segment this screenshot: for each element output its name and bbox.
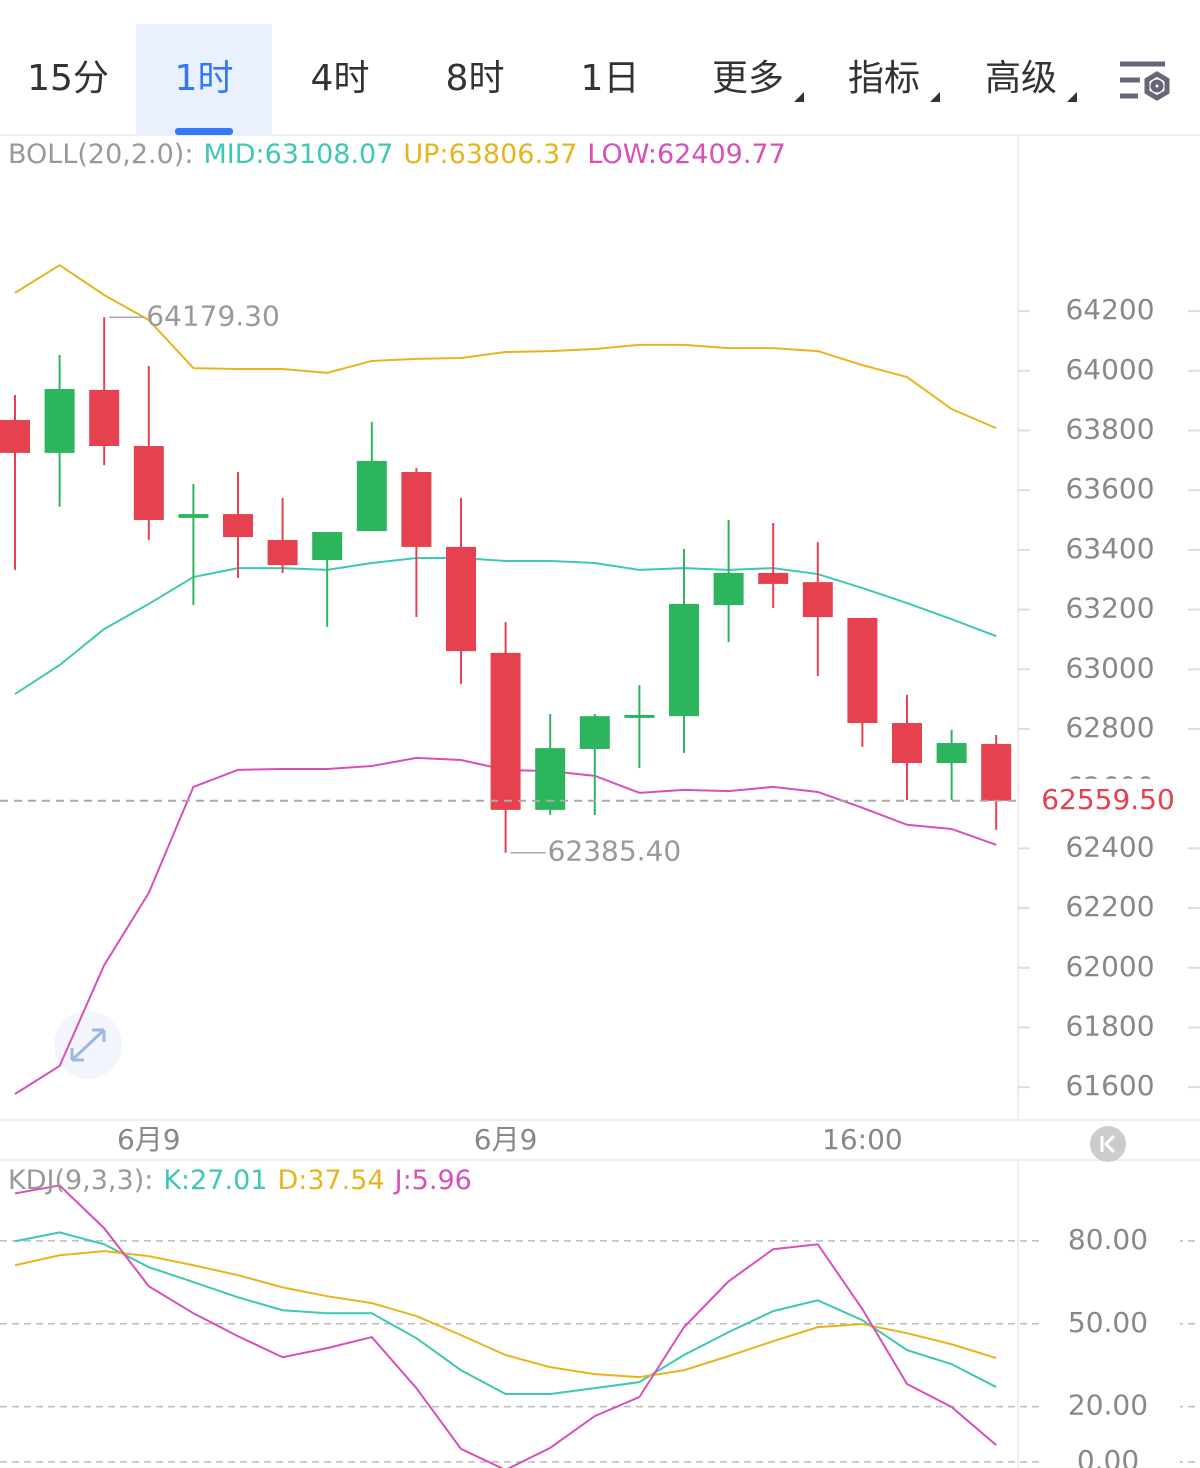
x-tick-label: 6月9 (474, 1123, 538, 1156)
candle-body (267, 540, 298, 566)
y-tick-label: 62800 (1065, 711, 1154, 744)
last-price-label: 62559.50 (1041, 783, 1175, 816)
candle-body (713, 572, 744, 606)
legend-item: KDJ(9,3,3): (8, 1165, 153, 1196)
dropdown-arrow (794, 92, 804, 102)
y-tick-label: 63200 (1065, 592, 1154, 625)
candle-body (401, 471, 432, 547)
candle-body (758, 572, 789, 584)
collapse-icon[interactable] (1090, 1126, 1126, 1162)
max-label: 64179.30 (146, 299, 280, 332)
tab[interactable]: 1日 (581, 58, 640, 99)
y-tick-label: 61600 (1065, 1069, 1154, 1102)
y-tick-label: 62400 (1065, 830, 1154, 863)
candle-body (223, 514, 253, 538)
y-tick-label: 0.00 (1077, 1444, 1139, 1468)
candle-body (802, 582, 833, 618)
tab[interactable]: 高级 (985, 58, 1057, 99)
y-tick-label: 63600 (1065, 472, 1154, 505)
y-tick-label: 62200 (1065, 890, 1154, 923)
x-tick-label: 6月9 (117, 1123, 181, 1156)
tab[interactable]: 8时 (446, 58, 505, 99)
x-tick-label: 16:00 (822, 1123, 903, 1156)
candle-body (44, 389, 75, 453)
y-tick-label: 61800 (1065, 1009, 1154, 1042)
y-tick-label: 63000 (1065, 651, 1154, 684)
tab-highlight (136, 24, 272, 135)
legend-item: BOLL(20,2.0): (8, 139, 193, 170)
plot (0, 263, 1012, 1095)
tab[interactable]: 1时 (175, 58, 234, 99)
indicator-line (14, 556, 997, 695)
expand-icon[interactable] (54, 1011, 122, 1079)
last-price-box (1019, 778, 1200, 823)
candle-body (624, 714, 655, 718)
tick-bg (1040, 1388, 1180, 1425)
legend-item: D:37.54 (277, 1165, 384, 1196)
tick-bg (1040, 1305, 1180, 1342)
candle-body (89, 389, 120, 447)
candle-body (178, 514, 209, 518)
tick-bg (1040, 1443, 1180, 1468)
candle-body (669, 603, 699, 717)
legend-item: J:5.96 (393, 1165, 472, 1196)
y-tick-label: 64200 (1065, 293, 1154, 326)
candle-body (133, 446, 164, 521)
settings-icon[interactable] (1120, 61, 1170, 101)
candle-body (981, 743, 1012, 801)
candle-body (847, 617, 878, 724)
indicator-line (14, 1250, 997, 1379)
tab[interactable]: 15分 (27, 58, 109, 99)
y-tick-label: 63400 (1065, 532, 1154, 565)
candle-body (535, 748, 566, 810)
legend-item: K:27.01 (163, 1165, 267, 1196)
indicator-line (14, 263, 997, 430)
candle-body (490, 652, 521, 810)
y-tick-label: 20.00 (1068, 1389, 1148, 1422)
candle-body (579, 716, 610, 749)
candle-body (892, 723, 922, 764)
indicator-line (14, 1184, 997, 1468)
candle-body (936, 743, 967, 764)
dropdown-arrow (930, 92, 940, 102)
legend-item: MID:63108.07 (203, 139, 393, 170)
candle-body (446, 546, 476, 652)
dropdown-arrow (1067, 92, 1077, 102)
legend-item: UP:63806.37 (403, 139, 577, 170)
plot (14, 1184, 997, 1468)
candle-body (356, 460, 387, 532)
min-label: 62385.40 (548, 835, 682, 868)
tab-underline (175, 128, 233, 135)
y-tick-label: 64000 (1065, 353, 1154, 386)
y-tick-label: 63800 (1065, 413, 1154, 446)
indicator-line (14, 1231, 997, 1395)
candle-body (0, 420, 30, 453)
legend-item: LOW:62409.77 (587, 139, 785, 170)
candle-body (312, 531, 343, 561)
legend: KDJ(9,3,3): K:27.01 D:37.54 J:5.96 (8, 1165, 472, 1196)
tab[interactable]: 4时 (311, 58, 370, 99)
tick-bg (1040, 1222, 1180, 1259)
y-tick-label: 80.00 (1068, 1223, 1148, 1256)
legend: BOLL(20,2.0): MID:63108.07 UP:63806.37 LOW:… (8, 139, 786, 170)
tab[interactable]: 指标 (848, 58, 920, 99)
tab[interactable]: 更多 (712, 58, 784, 99)
y-tick-label: 50.00 (1068, 1306, 1148, 1339)
y-tick-label: 62000 (1065, 950, 1154, 983)
